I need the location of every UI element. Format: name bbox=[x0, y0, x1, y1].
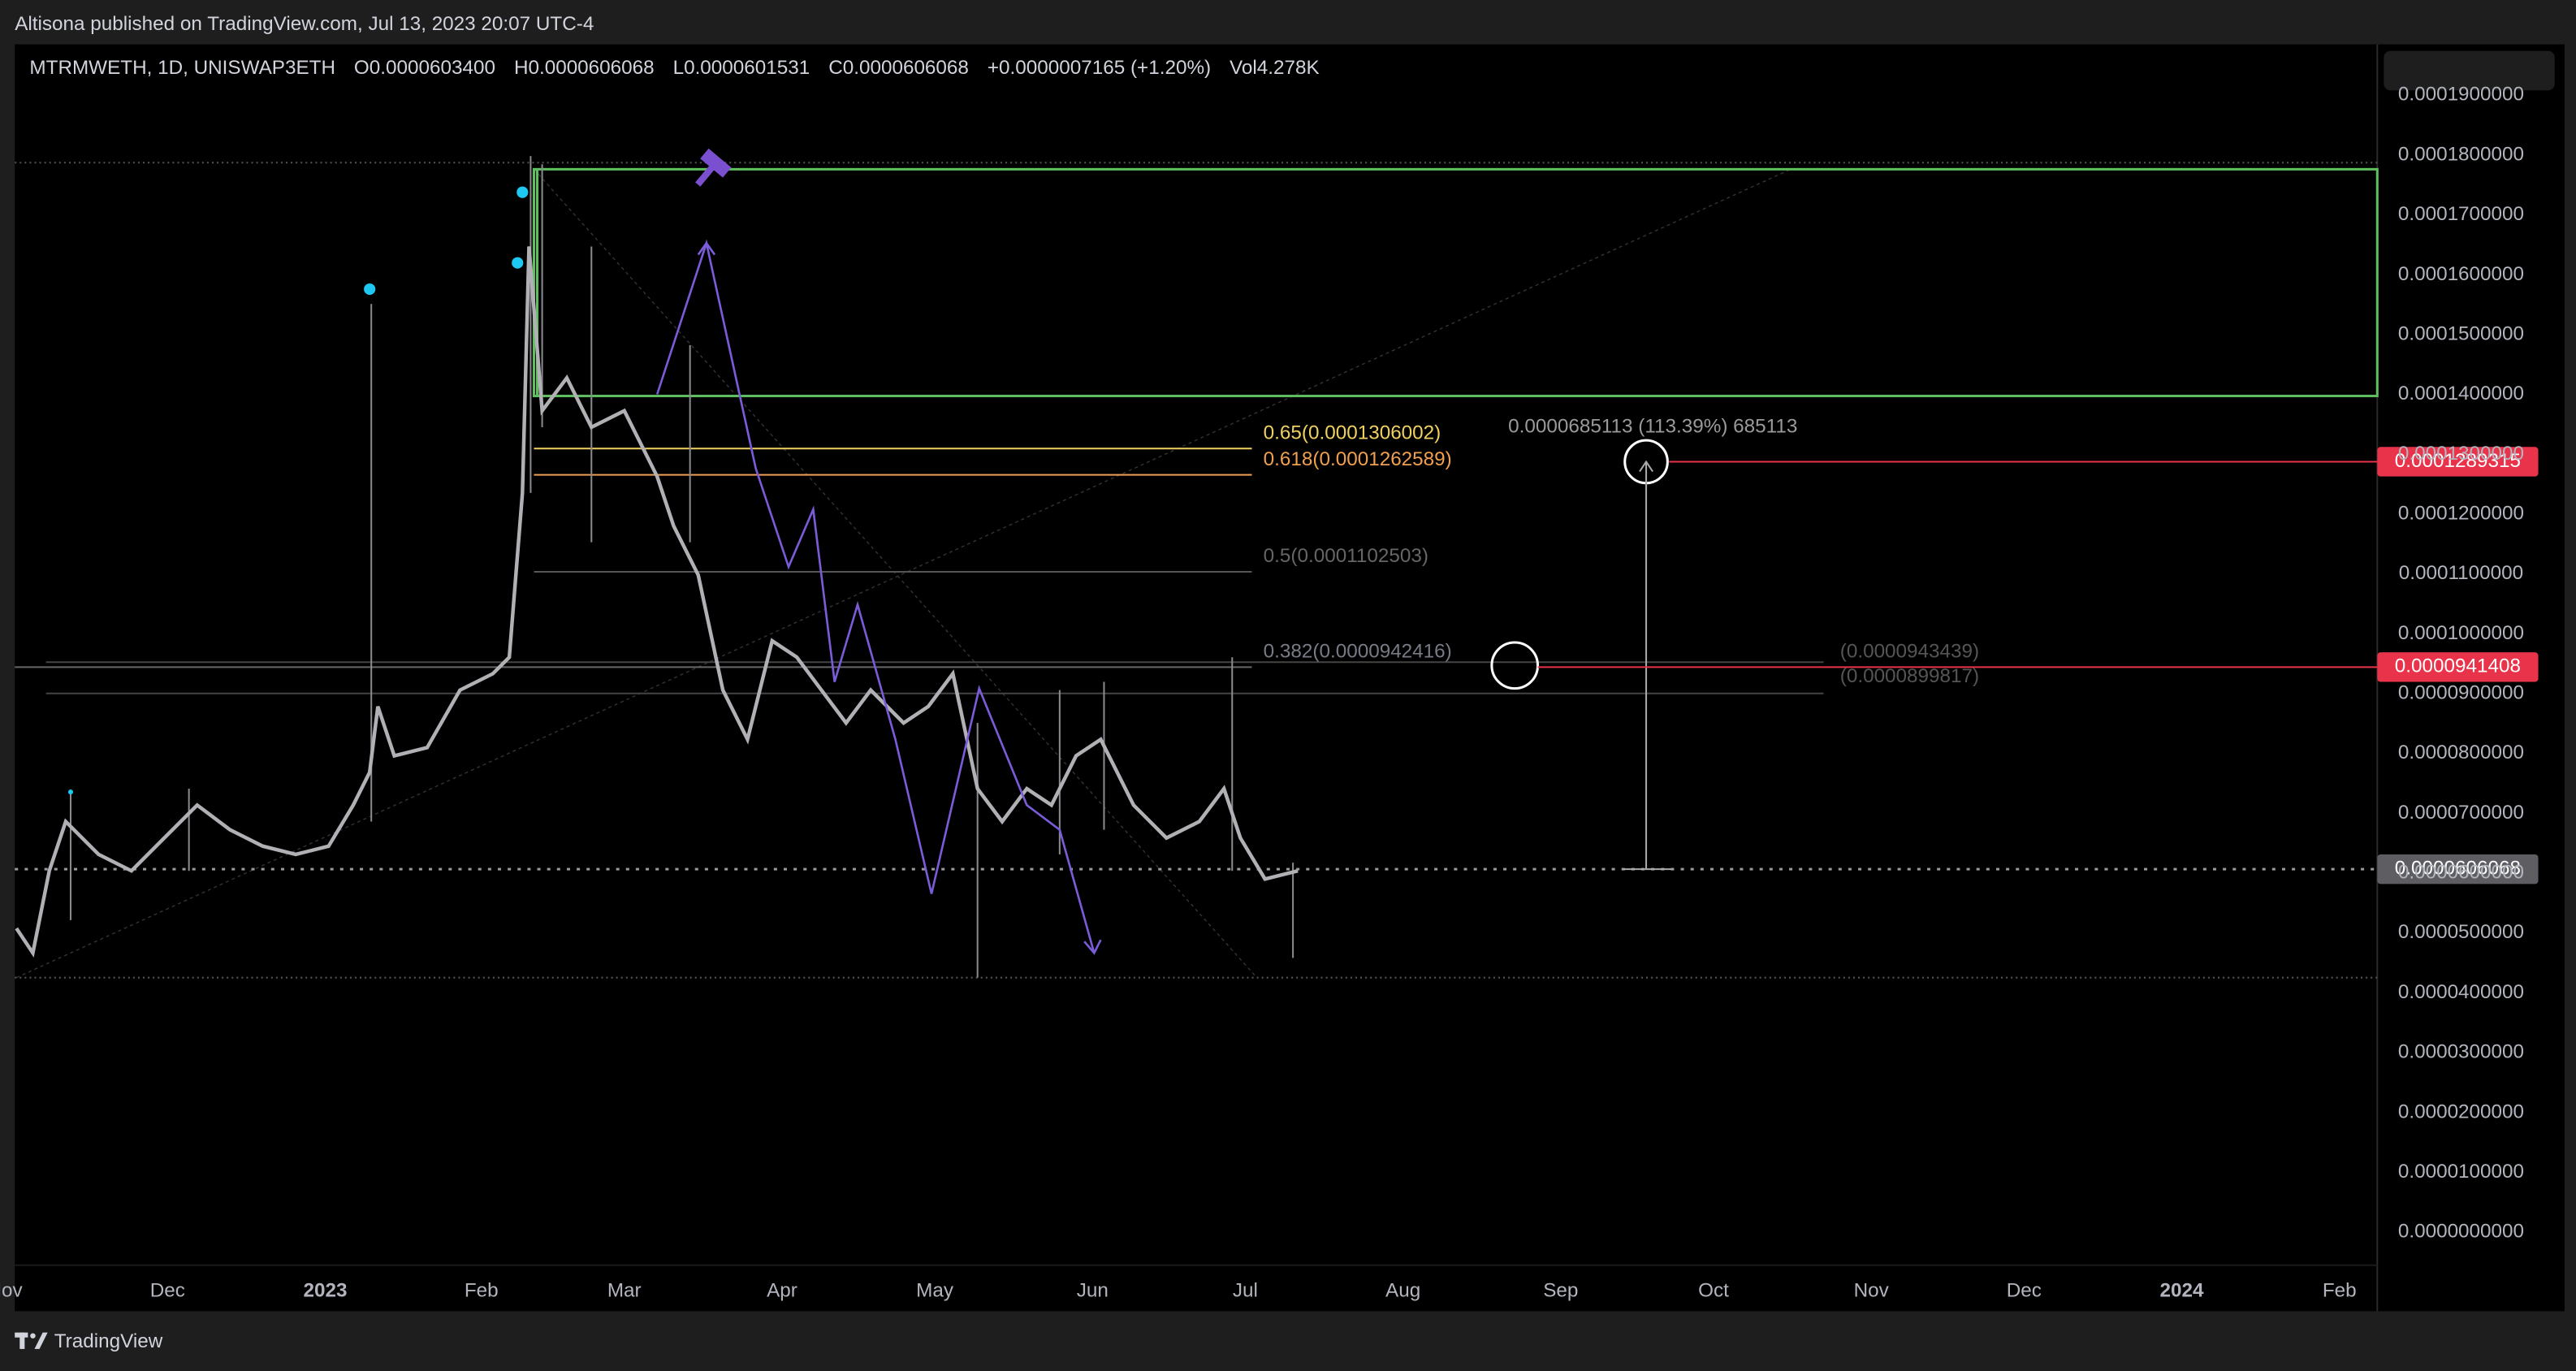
price-axis-label: 0.0001000000 bbox=[2398, 622, 2524, 644]
zone-box bbox=[532, 167, 2379, 398]
price-tag-text: 0.0000941408 bbox=[2395, 655, 2521, 677]
price-wicks bbox=[69, 156, 1294, 978]
price-axis-label: 0.0001200000 bbox=[2398, 502, 2524, 524]
time-axis-label: Apr bbox=[767, 1279, 797, 1301]
chart-layer: Altisona published on TradingView.com, J… bbox=[0, 13, 2565, 1352]
time-axis-label: 2024 bbox=[2160, 1279, 2204, 1301]
time-axis-label: May bbox=[916, 1279, 954, 1301]
time-axis-label: Feb bbox=[465, 1279, 499, 1301]
level-label: (0.0000899817) bbox=[1840, 665, 1979, 687]
price-axis-label: 0.0000100000 bbox=[2398, 1161, 2524, 1183]
price-axis-label: 0.0001500000 bbox=[2398, 322, 2524, 344]
price-line bbox=[15, 246, 1299, 958]
time-axis-label: Dec bbox=[2007, 1279, 2042, 1301]
price-axis-label: 0.0001600000 bbox=[2398, 263, 2524, 285]
time-axis-label: Sep bbox=[1543, 1279, 1578, 1301]
fib-label: 0.618(0.0001262589) bbox=[1264, 448, 1452, 470]
fib-label: 0.65(0.0001306002) bbox=[1264, 422, 1441, 443]
entry-circle bbox=[1490, 641, 1540, 690]
logo bbox=[15, 1332, 48, 1349]
arrow-head bbox=[697, 241, 716, 256]
price-tag bbox=[2377, 854, 2539, 884]
close: C0.0000606068 bbox=[828, 57, 969, 79]
price-tag bbox=[2377, 447, 2539, 477]
signal-dot bbox=[364, 283, 376, 296]
time-axis-label: Jun bbox=[1077, 1279, 1109, 1301]
arrow-head bbox=[1083, 939, 1102, 955]
price-axis-label: 0.0000400000 bbox=[2398, 981, 2524, 1003]
time-axis-label: Mar bbox=[607, 1279, 642, 1301]
time-axis-label: Nov bbox=[0, 1279, 24, 1301]
price-axis-label: 0.0000200000 bbox=[2398, 1101, 2524, 1122]
time-axis-label: Feb bbox=[2323, 1279, 2357, 1301]
symbol: MTRMWETH, 1D, UNISWAP3ETH bbox=[29, 57, 335, 79]
low: L0.0000601531 bbox=[673, 57, 810, 79]
time-axis-label: Jul bbox=[1233, 1279, 1258, 1301]
price-axis-label: 0.0000800000 bbox=[2398, 742, 2524, 763]
hammer-icon bbox=[695, 148, 732, 187]
time-axis-label: Aug bbox=[1385, 1279, 1420, 1301]
measure-label: 0.0000685113 (113.39%) 685113 bbox=[1508, 415, 1797, 437]
open: O0.0000603400 bbox=[354, 57, 495, 79]
price-axis-label: 0.0001100000 bbox=[2399, 562, 2523, 584]
price-axis-label: 0.0000600000 bbox=[2398, 862, 2524, 884]
trend-line bbox=[15, 168, 1792, 979]
measure-arrow bbox=[1639, 460, 1653, 473]
price-axis-label: 0.0000300000 bbox=[2398, 1041, 2524, 1063]
change: +0.0000007165 (+1.20%) bbox=[988, 57, 1211, 79]
price-axis-label: 0.0001700000 bbox=[2398, 203, 2524, 225]
chart-area bbox=[15, 44, 2565, 1312]
price-axis-label: 0.0000700000 bbox=[2398, 802, 2524, 824]
time-axis-label: 2023 bbox=[304, 1279, 348, 1301]
time-axis-label: Oct bbox=[1698, 1279, 1729, 1301]
axis-button[interactable] bbox=[2384, 50, 2555, 91]
legend: MTRMWETH, 1D, UNISWAP3ETH O0.0000603400 … bbox=[29, 57, 1319, 79]
price-tag-text: 0.0000606068 bbox=[2395, 858, 2521, 880]
price-axis-label: 0.0000000000 bbox=[2398, 1221, 2524, 1243]
price-axis-label: 0.0000500000 bbox=[2398, 921, 2524, 943]
signal-dot bbox=[512, 257, 524, 269]
time-axis-label: Nov bbox=[1854, 1279, 1890, 1301]
publisher: Altisona published on TradingView.com, J… bbox=[15, 13, 594, 35]
price-axis-label: 0.0000900000 bbox=[2398, 682, 2524, 704]
price-tag bbox=[2377, 652, 2539, 682]
price-axis-label: 0.0001400000 bbox=[2398, 383, 2524, 404]
price-tag-text: 0.0001289315 bbox=[2395, 450, 2521, 472]
footer-brand: TradingView bbox=[54, 1330, 163, 1352]
price-axis-label: 0.0001800000 bbox=[2398, 143, 2524, 165]
high: H0.0000606068 bbox=[514, 57, 655, 79]
volume: Vol4.278K bbox=[1230, 57, 1320, 79]
time-axis-label: Dec bbox=[150, 1279, 185, 1301]
fib-label: 0.5(0.0001102503) bbox=[1264, 545, 1428, 567]
signal-dot bbox=[67, 789, 74, 795]
fib-label: 0.382(0.0000942416) bbox=[1264, 641, 1452, 663]
signal-dot bbox=[516, 186, 529, 198]
projection-path bbox=[655, 239, 1096, 954]
price-axis-label: 0.0001300000 bbox=[2398, 443, 2524, 465]
level-label: (0.0000943439) bbox=[1840, 641, 1979, 663]
price-axis-label: 0.0001900000 bbox=[2398, 84, 2524, 106]
